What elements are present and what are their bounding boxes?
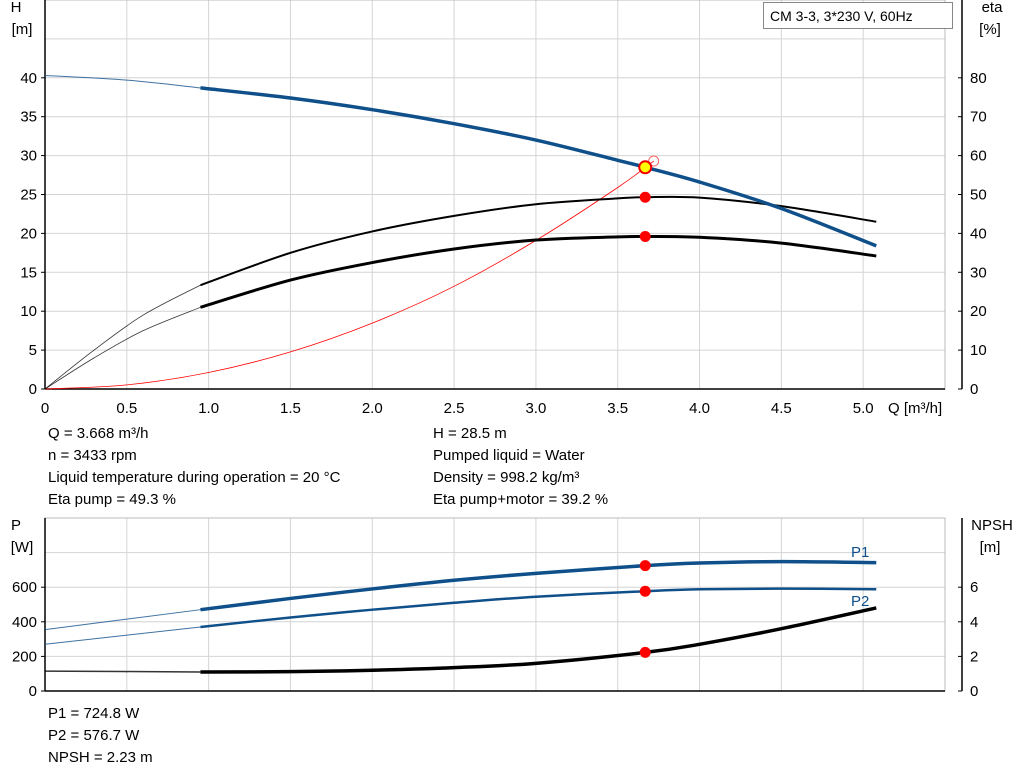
info-h: H = 28.5 m (433, 425, 507, 442)
y2-tick-label: 50 (970, 187, 987, 204)
series-eta_pump_motor (200, 234, 877, 309)
info-eta-pump-motor: Eta pump+motor = 39.2 % (433, 491, 609, 508)
p1-label: P1 (851, 544, 869, 561)
series-NPSH (200, 606, 877, 674)
y-tick-label: 30 (20, 148, 37, 165)
y2-tick-label: 30 (970, 264, 987, 281)
y2-tick-label: 70 (970, 109, 987, 126)
p2-point (639, 585, 651, 597)
series-eta_pump_motor-extrapolated (44, 306, 201, 390)
y-axis-label: P (11, 517, 21, 534)
y2-tick-label: 40 (970, 225, 987, 242)
y2-axis-unit: [m] (980, 539, 1001, 556)
info-top-left: Q = 3.668 m³/h n = 3433 rpm Liquid tempe… (48, 423, 340, 511)
y-axis-unit: [W] (11, 539, 34, 556)
y-axis-unit: [m] (12, 21, 33, 38)
y-tick-label: 10 (20, 303, 37, 320)
info-p2: P2 = 576.7 W (48, 727, 140, 744)
info-bottom: P1 = 724.8 W P2 = 576.7 W NPSH = 2.23 m (48, 703, 153, 769)
eta-pump-motor-point (639, 231, 651, 243)
p1-point (639, 560, 651, 572)
x-tick-label: 1.5 (280, 400, 301, 417)
series-eta_pump-extrapolated (44, 284, 201, 390)
x-tick-label: 3.0 (525, 400, 546, 417)
series-eta_pump (200, 195, 877, 287)
y2-tick-label: 6 (970, 579, 978, 596)
series-H (200, 86, 877, 248)
series-system (44, 160, 654, 390)
y-tick-label: 600 (12, 579, 37, 596)
y2-tick-label: 20 (970, 303, 987, 320)
y2-tick-label: 60 (970, 148, 987, 165)
info-npsh: NPSH = 2.23 m (48, 749, 153, 766)
x-tick-label: 3.5 (607, 400, 628, 417)
y-tick-label: 400 (12, 614, 37, 631)
x-tick-label: 0.5 (116, 400, 137, 417)
series-P2 (200, 587, 877, 629)
info-eta-pump: Eta pump = 49.3 % (48, 491, 176, 508)
x-tick-label: 2.0 (362, 400, 383, 417)
y-tick-label: 25 (20, 187, 37, 204)
y-tick-label: 40 (20, 70, 37, 87)
y-tick-label: 15 (20, 264, 37, 281)
x-axis-label: Q [m³/h] (888, 400, 942, 417)
npsh-point (639, 646, 651, 658)
series-P1 (200, 559, 877, 612)
y2-axis-label: NPSH (971, 517, 1013, 534)
system-curve-end-marker (648, 155, 660, 167)
y2-tick-label: 0 (970, 381, 978, 398)
series-P1-extrapolated (44, 609, 201, 631)
x-tick-label: 0 (41, 400, 49, 417)
series-NPSH-extrapolated (44, 670, 201, 673)
info-top-right: H = 28.5 m Pumped liquid = Water Density… (433, 423, 608, 511)
y2-tick-label: 0 (970, 683, 978, 700)
y-tick-label: 200 (12, 648, 37, 665)
info-liquid: Pumped liquid = Water (433, 447, 585, 464)
x-tick-label: 1.0 (198, 400, 219, 417)
y2-axis-unit: [%] (979, 21, 1001, 38)
info-n: n = 3433 rpm (48, 447, 137, 464)
pump-legend: CM 3-3, 3*230 V, 60Hz (763, 2, 953, 29)
x-tick-label: 2.5 (444, 400, 465, 417)
y2-tick-label: 80 (970, 70, 987, 87)
y-tick-label: 35 (20, 109, 37, 126)
y2-axis-label: eta (982, 0, 1004, 16)
info-p1: P1 = 724.8 W (48, 705, 140, 722)
y-tick-label: 0 (29, 381, 37, 398)
info-temp: Liquid temperature during operation = 20… (48, 469, 341, 486)
x-tick-label: 4.5 (771, 400, 792, 417)
p2-label: P2 (851, 593, 869, 610)
y2-tick-label: 4 (970, 614, 978, 631)
y2-tick-label: 2 (970, 648, 978, 665)
y-tick-label: 5 (29, 342, 37, 359)
series-P2-extrapolated (44, 626, 201, 645)
x-tick-label: 4.0 (689, 400, 710, 417)
y2-tick-label: 10 (970, 342, 987, 359)
duty-point (638, 160, 653, 175)
info-density: Density = 998.2 kg/m³ (433, 469, 580, 486)
eta-pump-point (639, 191, 651, 203)
x-tick-label: 5.0 (853, 400, 874, 417)
y-axis-label: H (11, 0, 22, 16)
series-H-extrapolated (44, 74, 201, 89)
info-q: Q = 3.668 m³/h (48, 425, 149, 442)
y-tick-label: 20 (20, 225, 37, 242)
y-tick-label: 0 (29, 683, 37, 700)
